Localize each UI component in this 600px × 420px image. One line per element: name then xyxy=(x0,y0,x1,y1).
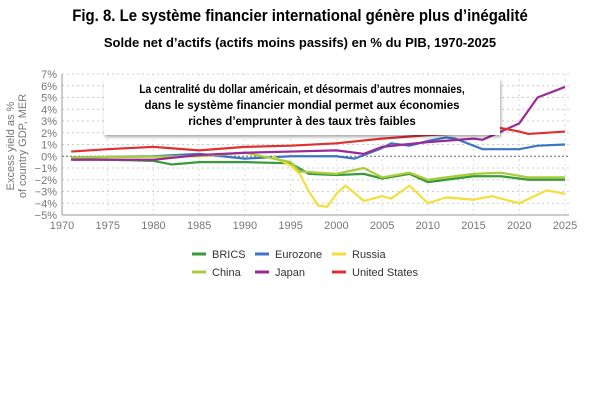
y-tick-label: 2% xyxy=(41,128,57,140)
y-tick-label: 7% xyxy=(41,69,57,81)
x-tick-label: 1995 xyxy=(278,220,302,232)
y-tick-label: 1% xyxy=(41,140,57,152)
annotation-box: La centralité du dollar américain, et dé… xyxy=(104,79,500,135)
y-axis-label-line: of country GDP, MER xyxy=(17,94,29,198)
y-tick-label: 0% xyxy=(41,151,57,163)
x-tick-label: 2025 xyxy=(553,220,577,232)
legend-label: Japan xyxy=(275,267,305,279)
series-line-china xyxy=(71,151,565,181)
series-line-eurozone xyxy=(71,136,566,160)
y-tick-label: 6% xyxy=(41,81,57,93)
y-tick-label: −1% xyxy=(35,163,58,175)
y-tick-label: −2% xyxy=(35,175,58,187)
x-tick-label: 2015 xyxy=(461,220,485,232)
series-line-japan xyxy=(71,85,566,161)
x-tick-label: 1985 xyxy=(187,220,211,232)
legend-label: China xyxy=(212,267,242,279)
y-tick-label: 3% xyxy=(41,116,57,128)
y-tick-label: −4% xyxy=(35,198,58,210)
x-tick-label: 2005 xyxy=(370,220,394,232)
series-line-united-states xyxy=(71,126,566,153)
x-tick-label: 1970 xyxy=(50,220,74,232)
legend-label: United States xyxy=(352,267,419,279)
legend-label: Russia xyxy=(352,249,387,261)
x-tick-label: 1990 xyxy=(233,220,257,232)
legend-label: Eurozone xyxy=(275,249,322,261)
y-axis-label-line: Excess yield as % xyxy=(5,101,17,190)
legend-label: BRICS xyxy=(212,249,246,261)
annotation-line: dans le système financier mondial permet… xyxy=(144,100,460,112)
annotation-line: La centralité du dollar américain, et dé… xyxy=(139,84,465,96)
x-tick-label: 1975 xyxy=(95,220,119,232)
x-tick-label: 2000 xyxy=(324,220,348,232)
x-tick-label: 2010 xyxy=(416,220,440,232)
series-line-brics xyxy=(71,157,565,184)
y-tick-label: 4% xyxy=(41,104,57,116)
y-axis-label: Excess yield as %of country GDP, MER xyxy=(5,94,29,198)
series-line-russia xyxy=(271,155,566,208)
legend: BRICS Eurozone Russia China Japan United Stat… xyxy=(192,249,419,279)
x-tick-label: 2020 xyxy=(507,220,531,232)
y-tick-label: −3% xyxy=(35,187,58,199)
figure-title: Fig. 8. Le système financier internation… xyxy=(72,6,528,25)
figure-subtitle: Solde net d’actifs (actifs moins passifs… xyxy=(103,35,497,50)
y-tick-label: 5% xyxy=(41,93,57,105)
x-tick-label: 1980 xyxy=(141,220,165,232)
annotation-line: riches d’emprunter à des taux très faibl… xyxy=(188,116,416,128)
series-lines xyxy=(71,85,566,208)
y-tick-label: −5% xyxy=(35,210,58,222)
axes: −5%−4%−3%−2%−1%0%1%2%3%4%5%6%7% 1970 1975 1… xyxy=(35,69,578,232)
